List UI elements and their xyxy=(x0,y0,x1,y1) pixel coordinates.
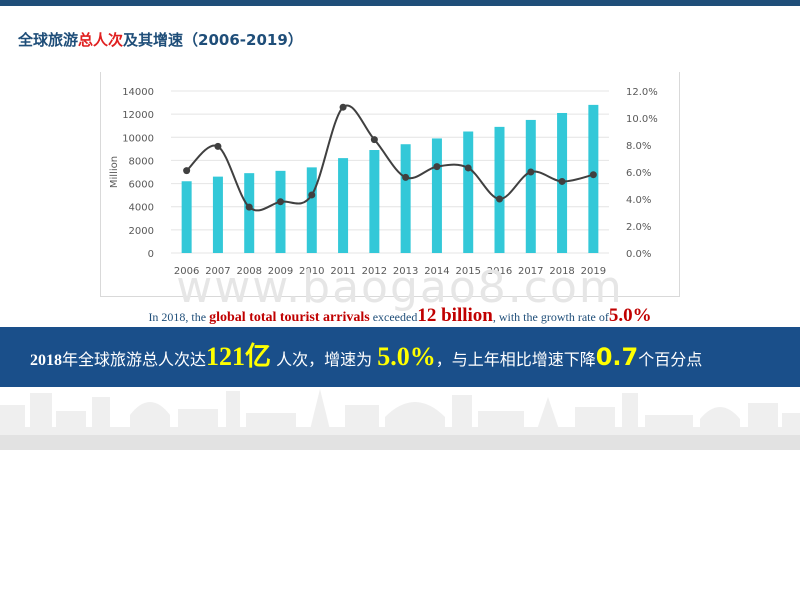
y2-tick-label: 4.0% xyxy=(626,195,651,206)
summary-banner: 2018年全球旅游总人次达121亿 人次，增速为 5.0%，与上年相比增速下降0… xyxy=(0,327,800,387)
banner-t4: 个百分点 xyxy=(638,350,703,369)
x-tick-label: 2015 xyxy=(455,266,480,277)
x-tick-label: 2016 xyxy=(487,266,512,277)
y2-tick-label: 0.0% xyxy=(626,249,651,260)
bar xyxy=(369,150,380,253)
x-tick-label: 2007 xyxy=(205,266,230,277)
banner-text: 2018年全球旅游总人次达121亿 人次，增速为 5.0%，与上年相比增速下降0… xyxy=(30,327,702,387)
slide-title: 全球旅游总人次及其增速（2006-2019） xyxy=(18,29,303,50)
growth-rate-point xyxy=(527,168,535,176)
city-skyline-decoration xyxy=(0,389,800,450)
banner-rate-value: 5.0% xyxy=(377,342,436,371)
y-tick-label: 2000 xyxy=(129,226,154,237)
growth-rate-point xyxy=(558,177,566,185)
bar xyxy=(212,176,223,253)
caption-total: 12 billion xyxy=(417,305,493,326)
x-tick-label: 2009 xyxy=(268,266,293,277)
growth-rate-point xyxy=(277,198,284,206)
banner-t3: ，与上年相比增速下降 xyxy=(435,350,596,369)
title-part1: 全球旅游 xyxy=(18,31,79,49)
bar xyxy=(431,138,442,253)
banner-drop-value: 0.7 xyxy=(595,343,639,371)
x-tick-label: 2017 xyxy=(518,266,543,277)
x-tick-label: 2014 xyxy=(424,266,449,277)
title-highlight: 总人次 xyxy=(78,31,124,49)
watermark: www.baogao8.com xyxy=(176,262,624,313)
growth-rate-point xyxy=(308,191,316,199)
x-tick-label: 2006 xyxy=(174,266,199,277)
english-caption: In 2018, the global total tourist arriva… xyxy=(0,305,800,327)
growth-rate-point xyxy=(433,163,441,171)
y-tick-label: 6000 xyxy=(129,180,154,191)
caption-rate: 5.0% xyxy=(608,305,652,326)
growth-rate-point xyxy=(589,171,597,179)
y2-tick-label: 2.0% xyxy=(626,222,651,233)
banner-total-value: 121亿 xyxy=(206,342,272,371)
y2-tick-label: 10.0% xyxy=(626,114,658,125)
y2-tick-label: 8.0% xyxy=(626,141,651,152)
y-tick-label: 10000 xyxy=(122,133,154,144)
bar xyxy=(338,158,349,253)
caption-mid: exceeded xyxy=(369,310,418,324)
x-tick-label: 2008 xyxy=(236,266,261,277)
bar xyxy=(494,126,505,253)
growth-rate-point xyxy=(464,164,472,172)
y-tick-label: 14000 xyxy=(122,87,154,98)
chart-container: 0 2000 4000 6000 8000 10000 12000 14000 0.0% 2.0%… xyxy=(100,72,680,297)
bar xyxy=(181,181,192,253)
growth-rate-point xyxy=(339,103,347,111)
caption-pre: In 2018, the xyxy=(148,310,210,324)
bar xyxy=(463,131,474,253)
bar xyxy=(244,173,255,253)
y-tick-label: 8000 xyxy=(129,156,154,167)
x-tick-label: 2012 xyxy=(362,266,387,277)
y-tick-label: 12000 xyxy=(122,110,154,121)
x-tick-label: 2010 xyxy=(299,266,324,277)
x-tick-label: 2018 xyxy=(549,266,574,277)
bar xyxy=(275,170,286,253)
bar xyxy=(400,144,411,253)
combo-chart: 0 2000 4000 6000 8000 10000 12000 14000 0.0% 2.0%… xyxy=(109,87,658,277)
y-tick-label: 0 xyxy=(148,249,154,260)
y2-tick-label: 12.0% xyxy=(626,87,658,98)
banner-year: 2018 xyxy=(30,352,62,369)
growth-rate-point xyxy=(496,195,503,203)
x-tick-label: 2011 xyxy=(330,266,355,277)
growth-rate-point xyxy=(245,203,253,211)
y2-tick-label: 6.0% xyxy=(626,168,651,179)
y-tick-label: 4000 xyxy=(129,203,154,214)
growth-rate-point xyxy=(370,136,378,144)
caption-highlight: global total tourist arrivals xyxy=(209,310,370,325)
x-tick-label: 2013 xyxy=(393,266,418,277)
y-axis-label: Million xyxy=(109,156,120,188)
x-tick-label: 2019 xyxy=(581,266,606,277)
caption-mid2: , with the growth rate of xyxy=(492,310,609,324)
bar xyxy=(588,104,599,253)
growth-rate-point xyxy=(214,142,222,150)
growth-rate-point xyxy=(402,173,410,181)
banner-t1: 年全球旅游总人次达 xyxy=(62,350,207,369)
bar xyxy=(525,119,536,253)
title-part2: 及其增速（2006-2019） xyxy=(123,31,303,49)
top-accent-bar xyxy=(0,0,800,6)
growth-rate-point xyxy=(183,167,191,175)
banner-t2: 人次，增速为 xyxy=(271,350,378,369)
bar xyxy=(306,167,317,253)
